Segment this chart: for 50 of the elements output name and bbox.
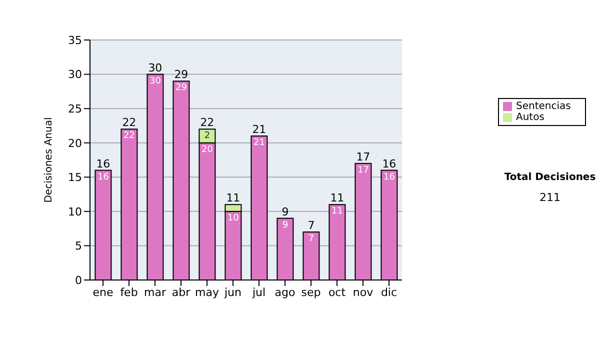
data-label: 16	[383, 172, 396, 182]
y-tick-label: 5	[75, 240, 82, 253]
total-label: 29	[174, 68, 188, 82]
data-label: 11	[331, 206, 343, 217]
data-label: 7	[308, 234, 314, 244]
total-label: 9	[282, 205, 289, 218]
total-label: 21	[252, 123, 266, 136]
y-tick-label: 20	[68, 136, 82, 150]
x-tick-label: ago	[274, 286, 296, 299]
data-label: 9	[282, 220, 288, 230]
text: 211	[538, 191, 562, 204]
data-label: 30	[149, 76, 162, 86]
x-tick-label: may	[195, 286, 220, 299]
data-label: 29	[175, 83, 188, 94]
y-axis-title: Decisiones Anual	[44, 117, 55, 203]
y-tick-label: 15	[68, 171, 82, 184]
x-tick-label: abr	[172, 286, 191, 299]
total-label: 16	[96, 157, 110, 170]
legend-label: Autos	[516, 112, 544, 123]
total-label: 11	[330, 192, 344, 205]
legend-label: Sentencias	[516, 101, 571, 112]
total-label: 7	[308, 219, 315, 232]
text: Total Decisiones	[503, 172, 597, 183]
total-label: 22	[122, 116, 136, 130]
x-tick-label: jun	[224, 286, 242, 299]
y-tick-label: 0	[75, 274, 82, 287]
data-label: 2	[204, 131, 210, 142]
x-tick-label: jul	[251, 286, 266, 299]
total-label: 22	[200, 116, 214, 130]
x-tick-label: sep	[301, 286, 321, 299]
x-tick-label: feb	[120, 286, 138, 299]
x-tick-label: nov	[352, 286, 374, 299]
x-tick-label: mar	[144, 286, 166, 299]
total-label: 30	[148, 61, 162, 74]
total-label: 11	[226, 192, 240, 205]
data-label: 16	[97, 172, 110, 182]
data-label: 17	[357, 165, 369, 176]
y-tick-label: 35	[68, 34, 82, 47]
total-label: 16	[382, 157, 396, 170]
y-tick-label: 10	[68, 205, 82, 218]
x-tick-label: ene	[92, 286, 114, 299]
y-tick-label: 30	[68, 68, 82, 82]
x-tick-label: dic	[380, 286, 398, 299]
data-label: 20	[201, 144, 214, 155]
data-label: 10	[227, 213, 240, 224]
data-label: 22	[123, 131, 135, 142]
y-tick-label: 25	[68, 102, 82, 116]
x-tick-label: oct	[328, 286, 346, 299]
data-label: 21	[253, 138, 265, 148]
total-label: 17	[356, 150, 370, 164]
